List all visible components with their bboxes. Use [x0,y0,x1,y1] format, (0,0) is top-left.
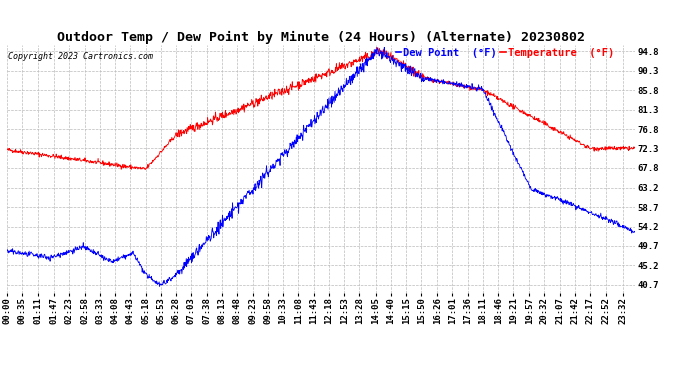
Text: Copyright 2023 Cartronics.com: Copyright 2023 Cartronics.com [8,53,153,62]
Title: Outdoor Temp / Dew Point by Minute (24 Hours) (Alternate) 20230802: Outdoor Temp / Dew Point by Minute (24 H… [57,31,585,44]
Legend: Dew Point  (°F), Temperature  (°F): Dew Point (°F), Temperature (°F) [396,48,614,58]
